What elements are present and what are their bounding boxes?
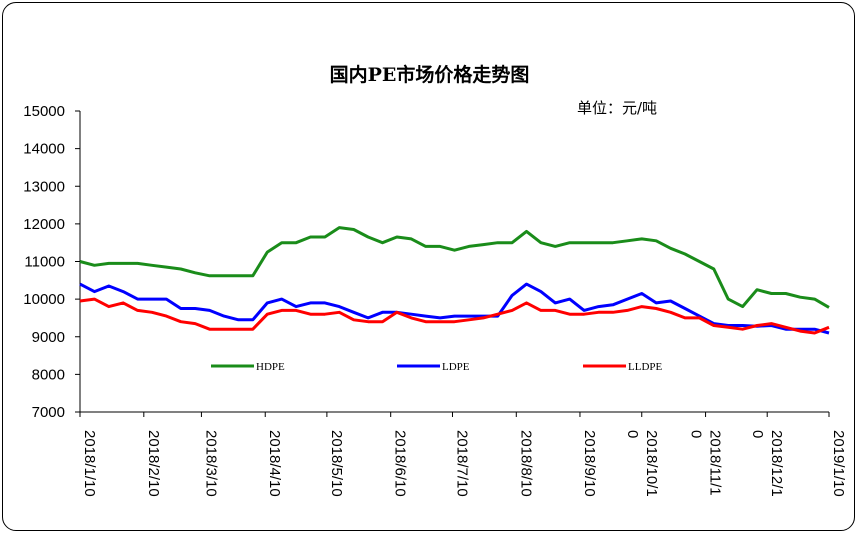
x-tick-label: 2018/9/10 xyxy=(581,430,598,497)
y-tick-label: 10000 xyxy=(23,291,65,308)
x-tick-label: 2018/6/10 xyxy=(392,430,409,497)
x-tick-label: 2018/11/1 xyxy=(707,430,724,496)
x-tick-label: 2018/3/10 xyxy=(202,430,219,497)
y-tick-label: 7000 xyxy=(32,404,65,421)
y-tick-label: 9000 xyxy=(32,329,65,346)
y-tick-label: 13000 xyxy=(23,178,65,195)
series-line-hdpe xyxy=(79,226,830,309)
x-tick-label: 2018/12/1 xyxy=(768,430,785,497)
series-line-lldpe xyxy=(79,297,830,335)
x-tick-label: 2018/5/10 xyxy=(328,430,345,497)
chart-title: 国内PE市场价格走势图 xyxy=(329,64,530,86)
series-lines xyxy=(79,226,830,335)
x-tick-label: 0 xyxy=(624,430,641,438)
legend-label-hdpe: HDPE xyxy=(256,361,285,373)
x-tick-label: 2018/7/10 xyxy=(453,430,470,497)
x-tick-label: 0 xyxy=(688,430,705,438)
x-tick-label: 2018/8/10 xyxy=(517,430,534,497)
x-tick-label: 2019/1/10 xyxy=(830,430,847,497)
x-tick-label: 2018/10/1 xyxy=(643,430,660,497)
x-tick-label: 2018/4/10 xyxy=(266,430,283,497)
legend-label-lldpe: LLDPE xyxy=(628,361,663,373)
x-tick-label: 2018/1/10 xyxy=(81,430,98,497)
axes: 7000 8000 9000 10000 11000 12000 13000 14000 150… xyxy=(23,103,847,497)
x-tick-label: 2018/2/10 xyxy=(145,430,162,497)
series-line-ldpe xyxy=(79,282,830,335)
unit-label: 单位：元/吨 xyxy=(577,99,658,117)
legend: HDPE LDPE LLDPE xyxy=(211,361,663,373)
y-tick-label: 14000 xyxy=(23,141,65,158)
y-tick-label: 8000 xyxy=(32,366,65,383)
x-tick-label: 0 xyxy=(749,430,766,438)
y-tick-label: 15000 xyxy=(23,103,65,120)
y-tick-label: 11000 xyxy=(24,254,65,271)
legend-label-ldpe: LDPE xyxy=(442,361,470,373)
y-tick-label: 12000 xyxy=(23,216,65,233)
